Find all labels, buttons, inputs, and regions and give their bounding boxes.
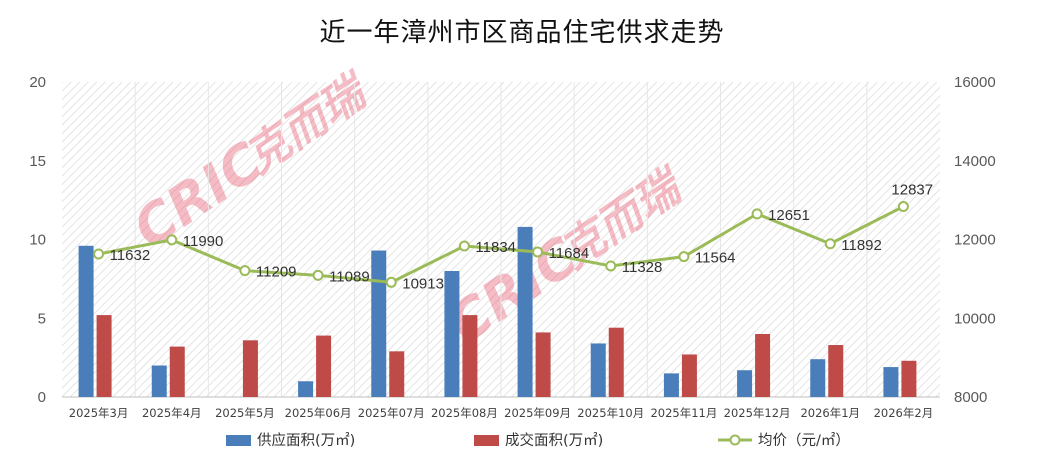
transaction-bar <box>462 315 478 397</box>
supply-bar <box>810 359 826 397</box>
y-right-tick-label: 10000 <box>954 310 996 327</box>
price-data-label: 10913 <box>402 275 444 292</box>
transaction-bar <box>901 360 917 397</box>
legend-swatch <box>474 435 499 446</box>
transaction-bar <box>681 354 697 397</box>
transaction-bar <box>608 327 624 397</box>
price-point <box>532 246 544 258</box>
x-tick-label: 2025年12月 <box>724 406 791 420</box>
y-right-tick-label: 16000 <box>954 74 996 91</box>
transaction-bar <box>96 315 112 397</box>
x-tick-label: 2026年2月 <box>874 406 934 420</box>
price-line <box>98 205 905 284</box>
x-tick-label: 2025年06月 <box>285 406 352 420</box>
price-point <box>458 240 470 252</box>
x-tick-label: 2025年5月 <box>215 406 275 420</box>
x-tick-label: 2025年09月 <box>504 406 571 420</box>
x-tick-label: 2025年11月 <box>650 406 717 420</box>
transaction-bar <box>242 340 258 397</box>
price-data-label: 12837 <box>891 182 933 199</box>
price-data-label: 11990 <box>183 233 224 250</box>
transaction-bar <box>389 351 405 397</box>
x-tick-label: 2025年08月 <box>431 406 498 420</box>
price-point <box>385 276 397 288</box>
price-data-label: 11892 <box>841 237 882 254</box>
y-right-tick-label: 14000 <box>954 153 996 170</box>
legend-label: 供应面积(万㎡) <box>257 431 355 449</box>
supply-bar <box>590 343 606 397</box>
price-data-label: 11684 <box>549 245 590 262</box>
x-tick-label: 2026年1月 <box>800 406 860 420</box>
price-data-label: 11089 <box>329 268 370 285</box>
supply-bar <box>883 367 899 397</box>
transaction-bar <box>755 334 771 397</box>
legend-swatch <box>226 435 251 446</box>
supply-bar <box>78 245 94 397</box>
supply-bar <box>444 271 460 397</box>
y-left-tick-label: 10 <box>29 232 46 249</box>
supply-bar <box>371 250 387 397</box>
supply-bar <box>517 226 533 397</box>
chart-title: 近一年漳州市区商品住宅供求走势 <box>319 18 725 48</box>
x-tick-label: 2025年4月 <box>142 406 202 420</box>
transaction-bar <box>316 335 332 397</box>
supply-bar <box>737 370 753 397</box>
price-point <box>605 260 617 272</box>
price-point <box>751 208 763 220</box>
transaction-bar <box>535 332 551 397</box>
legend-label: 成交面积(万㎡) <box>505 431 603 449</box>
y-left-tick-label: 15 <box>29 153 46 170</box>
transaction-bar <box>828 345 844 397</box>
price-data-label: 11632 <box>110 247 151 264</box>
x-tick-label: 2025年07月 <box>358 406 425 420</box>
supply-bar <box>151 365 167 397</box>
y-right-tick-label: 8000 <box>954 389 987 406</box>
price-data-label: 11564 <box>695 250 736 267</box>
price-point <box>239 265 251 277</box>
price-point <box>312 269 324 281</box>
price-data-label: 11328 <box>622 259 663 276</box>
price-point <box>897 201 909 213</box>
x-tick-label: 2025年3月 <box>69 406 129 420</box>
price-data-label: 12651 <box>768 207 810 224</box>
price-point <box>93 248 105 260</box>
price-data-label: 11209 <box>256 264 297 281</box>
y-left-tick-label: 0 <box>38 389 46 406</box>
transaction-bar <box>169 346 185 397</box>
supply-bar <box>663 373 679 397</box>
price-point <box>678 251 690 263</box>
x-tick-label: 2025年10月 <box>577 406 644 420</box>
y-left-tick-label: 5 <box>38 310 46 327</box>
legend-label: 均价（元/㎡） <box>758 432 850 449</box>
legend-marker <box>729 434 741 446</box>
y-left-tick-label: 20 <box>29 74 46 91</box>
price-point <box>166 234 178 246</box>
price-data-label: 11834 <box>475 239 516 256</box>
y-right-tick-label: 12000 <box>954 232 996 249</box>
supply-bar <box>298 381 314 397</box>
price-point <box>824 238 836 250</box>
